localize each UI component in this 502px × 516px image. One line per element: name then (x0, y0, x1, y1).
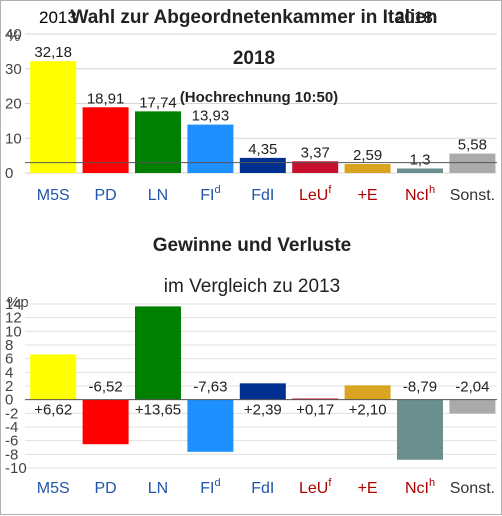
bottom-value-labels: +6,62 -6,52 +13,65 -7,63 +2,39 +0,17 +2,10 -8,7… (34, 379, 489, 419)
top-bar-5 (292, 161, 339, 173)
bottom-y-tick-2: -6 (5, 433, 18, 450)
bottom-value-label-6: +2,10 (349, 402, 387, 419)
top-bar-1 (82, 107, 129, 173)
category-label-top-3: FId (200, 184, 220, 204)
category-label-top-0: M5S (37, 187, 70, 204)
bottom-category-labels: M5S PD LN FId FdI LeUf +E NcIh Sonst. (37, 477, 495, 497)
bottom-y-tick-11: 12 (5, 310, 22, 327)
top-bar-0 (30, 61, 77, 173)
top-bar-3 (187, 124, 234, 173)
bottom-y-tick-12: 14 (5, 296, 22, 313)
category-label-bottom-3: FId (200, 477, 220, 497)
top-value-labels: 32,18 18,91 17,74 13,93 4,35 3,37 2,59 1,3 5,58 (34, 44, 487, 168)
bottom-bar-3 (187, 399, 234, 452)
category-label-bottom-1: PD (94, 480, 116, 497)
category-label-bottom-6: +E (358, 480, 378, 497)
chart-year: 2018 (233, 48, 275, 69)
category-label-bottom-5: LeUf (299, 477, 332, 497)
top-y-tick-4: 40 (5, 26, 22, 43)
gains-title: Gewinne und Verluste (153, 235, 352, 256)
top-y-tick-0: 0 (5, 165, 13, 182)
bottom-bar-5 (292, 398, 339, 400)
category-label-bottom-8: Sonst. (450, 480, 495, 497)
category-label-top-1: PD (94, 187, 116, 204)
bottom-y-tick-0: -10 (5, 460, 27, 477)
bottom-y-tick-4: -2 (5, 405, 18, 422)
bottom-y-tick-6: 2 (5, 378, 13, 395)
bottom-value-label-4: +2,39 (244, 402, 282, 419)
bottom-value-label-7: -8,79 (403, 379, 437, 396)
bottom-y-tick-8: 6 (5, 351, 13, 368)
category-label-top-6: +E (358, 187, 378, 204)
bottom-bar-1 (82, 399, 129, 445)
top-value-label-7: 1,3 (410, 151, 431, 168)
top-value-label-8: 5,58 (458, 137, 487, 154)
top-value-label-1: 18,91 (87, 90, 125, 107)
bottom-y-tick-3: -4 (5, 419, 18, 436)
bottom-value-label-5: +0,17 (296, 402, 334, 419)
top-bar-6 (344, 163, 391, 173)
bottom-bar-8 (449, 399, 496, 414)
bottom-y-tick-5: 0 (5, 392, 13, 409)
top-value-label-0: 32,18 (34, 44, 72, 61)
category-label-bottom-4: FdI (251, 480, 274, 497)
bottom-y-tick-10: 10 (5, 323, 22, 340)
bottom-value-label-1: -6,52 (88, 379, 122, 396)
year-label-2013: 2013 (39, 8, 77, 27)
year-label-2018: 2018 (395, 8, 433, 27)
top-value-label-4: 4,35 (248, 141, 277, 158)
top-unit-label: % (7, 28, 20, 45)
top-value-label-5: 3,37 (301, 144, 330, 161)
bottom-value-label-8: -2,04 (455, 379, 489, 396)
chart-subtitle: (Hochrechnung 10:50) (180, 89, 338, 106)
category-label-top-7: NcIh (405, 184, 435, 204)
bottom-unit-label: %p (7, 294, 29, 311)
top-value-label-2: 17,74 (139, 94, 177, 111)
category-label-top-4: FdI (251, 187, 274, 204)
top-bar-7 (397, 168, 443, 173)
top-value-label-6: 2,59 (353, 147, 382, 164)
top-y-tick-2: 20 (5, 96, 22, 113)
category-label-bottom-2: LN (148, 480, 168, 497)
top-bar-8 (449, 153, 496, 173)
bottom-bar-4 (239, 383, 286, 400)
bottom-bar-6 (344, 385, 391, 400)
bottom-bar-2 (135, 306, 181, 400)
bottom-value-label-2: +13,65 (135, 402, 181, 419)
bottom-value-label-0: +6,62 (34, 402, 72, 419)
category-label-bottom-7: NcIh (405, 477, 435, 497)
bottom-bar-7 (397, 399, 443, 460)
bottom-value-label-3: -7,63 (193, 379, 227, 396)
bottom-y-tick-9: 8 (5, 337, 13, 354)
top-bar-4 (239, 157, 286, 173)
bottom-bars (30, 306, 496, 460)
category-label-top-8: Sonst. (450, 187, 495, 204)
bottom-y-tick-7: 4 (5, 364, 13, 381)
chart-title: Wahl zur Abgeordnetenkammer in Italien (70, 7, 437, 28)
category-label-bottom-0: M5S (37, 480, 70, 497)
top-bar-2 (135, 111, 181, 173)
top-category-labels: M5S PD LN FId FdI LeUf +E NcIh Sonst. (37, 184, 495, 204)
category-label-top-5: LeUf (299, 184, 332, 204)
bottom-y-tick-1: -8 (5, 446, 18, 463)
top-bars (30, 61, 496, 173)
top-y-tick-3: 30 (5, 61, 22, 78)
gains-subtitle: im Vergleich zu 2013 (164, 276, 340, 297)
bottom-bar-0 (30, 354, 77, 400)
top-value-label-3: 13,93 (192, 108, 230, 125)
category-label-top-2: LN (148, 187, 168, 204)
top-y-tick-1: 10 (5, 130, 22, 147)
